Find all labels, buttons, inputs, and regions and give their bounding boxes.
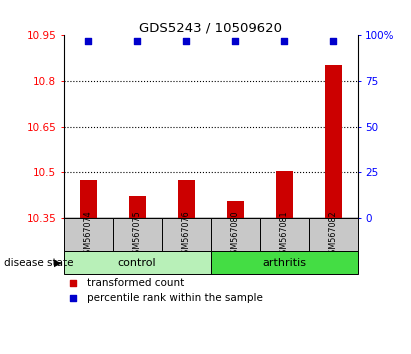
- Bar: [226, 201, 244, 218]
- Point: [134, 38, 141, 44]
- Text: GSM567080: GSM567080: [231, 210, 240, 259]
- Bar: [162, 218, 211, 251]
- Title: GDS5243 / 10509620: GDS5243 / 10509620: [139, 21, 282, 34]
- Text: disease state: disease state: [4, 258, 77, 268]
- Bar: [211, 218, 260, 251]
- Point: [85, 38, 92, 44]
- Text: GSM567075: GSM567075: [133, 210, 142, 259]
- Bar: [275, 171, 293, 218]
- Bar: [64, 251, 210, 274]
- Text: GSM567074: GSM567074: [84, 210, 93, 259]
- Point: [281, 38, 287, 44]
- Text: GSM567082: GSM567082: [328, 210, 337, 259]
- Bar: [260, 218, 309, 251]
- Text: arthritis: arthritis: [262, 258, 306, 268]
- Bar: [129, 196, 146, 218]
- Point: [330, 38, 336, 44]
- Text: ▶: ▶: [54, 258, 62, 268]
- Text: GSM567081: GSM567081: [279, 210, 289, 259]
- Bar: [178, 180, 195, 218]
- Bar: [113, 218, 162, 251]
- Text: control: control: [118, 258, 157, 268]
- Text: GSM567076: GSM567076: [182, 210, 191, 259]
- Point: [69, 295, 76, 301]
- Text: transformed count: transformed count: [87, 278, 185, 288]
- Bar: [325, 65, 342, 218]
- Point: [183, 38, 189, 44]
- Point: [69, 280, 76, 286]
- Point: [232, 38, 238, 44]
- Bar: [80, 180, 97, 218]
- Bar: [309, 218, 358, 251]
- Bar: [64, 218, 113, 251]
- Text: percentile rank within the sample: percentile rank within the sample: [87, 293, 263, 303]
- Bar: [211, 251, 358, 274]
